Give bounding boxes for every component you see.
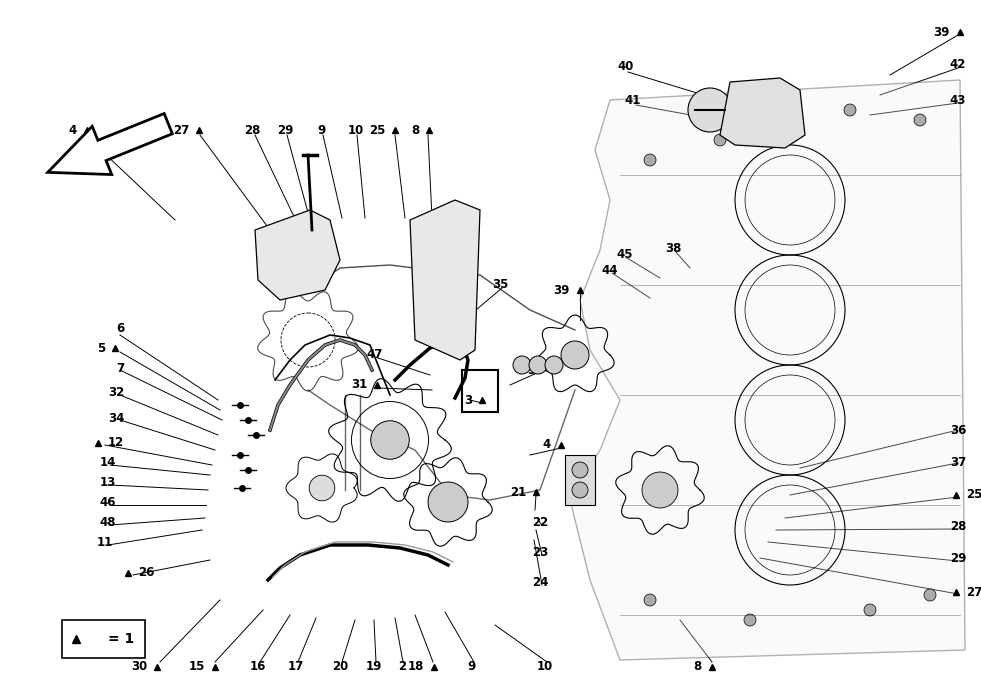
Polygon shape [570, 80, 965, 660]
Text: 46: 46 [100, 496, 117, 510]
Text: 48: 48 [100, 517, 117, 530]
Circle shape [572, 482, 588, 498]
Text: 7: 7 [116, 362, 124, 375]
Text: 29: 29 [950, 553, 966, 565]
Text: 10: 10 [537, 660, 553, 674]
Text: 25: 25 [369, 124, 385, 137]
Text: 31: 31 [351, 378, 367, 392]
Text: 6: 6 [116, 322, 125, 334]
Polygon shape [255, 210, 340, 300]
Circle shape [864, 604, 876, 616]
Text: 8: 8 [694, 660, 702, 674]
Circle shape [572, 462, 588, 478]
Circle shape [642, 472, 678, 508]
Circle shape [924, 589, 936, 601]
Text: 27: 27 [173, 124, 189, 137]
Text: 26: 26 [138, 567, 154, 579]
Circle shape [644, 154, 656, 166]
Text: 44: 44 [601, 264, 618, 276]
Text: 14: 14 [100, 456, 116, 470]
Text: 23: 23 [532, 546, 548, 558]
Text: 30: 30 [130, 660, 147, 674]
Circle shape [644, 594, 656, 606]
Text: 39: 39 [553, 283, 570, 297]
Text: 5: 5 [97, 341, 105, 355]
Text: 40: 40 [618, 61, 634, 73]
Bar [62, 620, 145, 658]
Text: 47: 47 [367, 348, 384, 362]
Text: 22: 22 [532, 516, 548, 528]
Circle shape [844, 104, 856, 116]
Circle shape [714, 134, 726, 146]
Circle shape [371, 421, 409, 459]
Circle shape [513, 356, 531, 374]
Text: 45: 45 [617, 248, 634, 262]
Text: 13: 13 [100, 477, 116, 489]
Text: 34: 34 [108, 412, 125, 424]
Text: 42: 42 [950, 59, 966, 71]
Text: 2: 2 [398, 660, 406, 674]
Text: = 1: = 1 [109, 632, 134, 646]
Text: 28: 28 [950, 521, 966, 533]
Bar [565, 455, 595, 505]
Text: 25: 25 [966, 489, 981, 501]
Circle shape [561, 341, 589, 369]
Polygon shape [410, 200, 480, 360]
Text: 24: 24 [532, 575, 548, 588]
Text: 27: 27 [966, 586, 981, 598]
Text: 29: 29 [277, 124, 293, 137]
Text: 36: 36 [950, 424, 966, 436]
Text: 9: 9 [318, 124, 326, 137]
Polygon shape [720, 78, 805, 148]
Text: 4: 4 [69, 124, 77, 137]
Text: 37: 37 [950, 456, 966, 470]
Text: 12: 12 [108, 436, 125, 450]
Polygon shape [48, 114, 173, 174]
Circle shape [914, 114, 926, 126]
Text: 9: 9 [468, 660, 476, 674]
Text: 11: 11 [97, 537, 113, 549]
Circle shape [529, 356, 547, 374]
Text: 39: 39 [934, 26, 950, 38]
Text: 18: 18 [408, 660, 424, 674]
Text: 21: 21 [510, 486, 526, 498]
Text: 43: 43 [950, 94, 966, 107]
Text: 33: 33 [527, 364, 543, 376]
Text: 35: 35 [491, 279, 508, 292]
Text: 16: 16 [250, 660, 266, 674]
Text: 8: 8 [411, 124, 419, 137]
Text: 19: 19 [366, 660, 383, 674]
Text: 4: 4 [542, 438, 551, 452]
Circle shape [688, 88, 732, 132]
Text: 32: 32 [108, 387, 125, 399]
Text: 20: 20 [332, 660, 348, 674]
Text: 17: 17 [287, 660, 304, 674]
Circle shape [545, 356, 563, 374]
Circle shape [744, 614, 756, 626]
Circle shape [309, 475, 335, 500]
Text: 10: 10 [348, 124, 364, 137]
Text: 3: 3 [464, 394, 472, 406]
Text: 28: 28 [244, 124, 260, 137]
Text: 15: 15 [188, 660, 205, 674]
Circle shape [428, 482, 468, 522]
Text: 38: 38 [665, 242, 681, 255]
Text: 41: 41 [625, 94, 642, 107]
